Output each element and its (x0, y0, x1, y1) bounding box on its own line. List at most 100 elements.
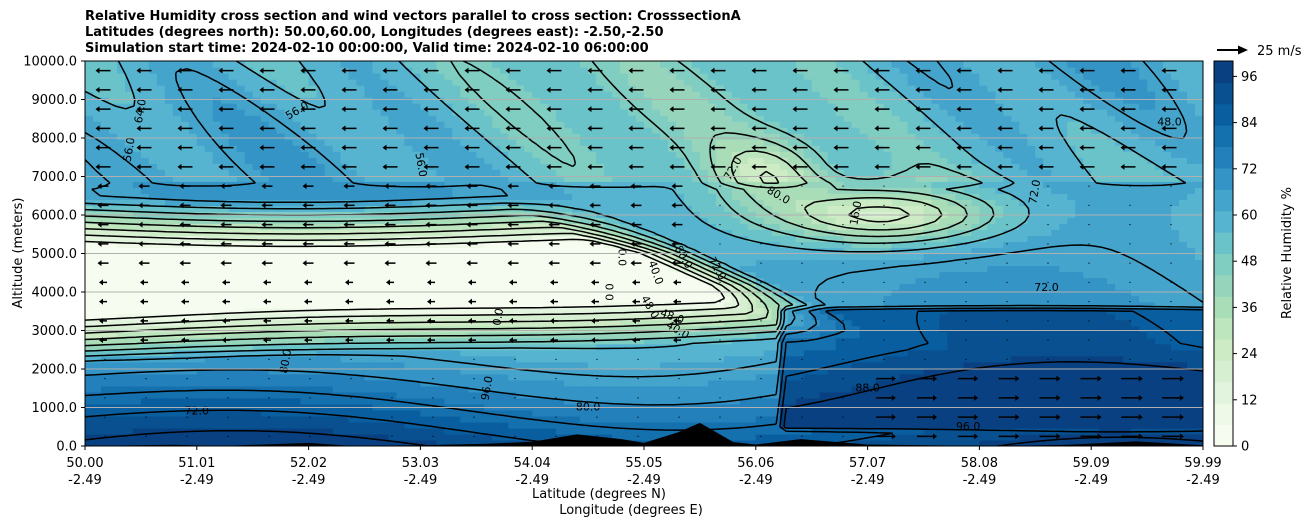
wind-vector-head (222, 279, 226, 286)
colorbar-swatch (1214, 317, 1233, 340)
wind-vector (1211, 186, 1212, 187)
wind-vector-head (505, 125, 510, 132)
wind-vector (350, 416, 352, 418)
wind-vector-head (587, 163, 592, 170)
wind-vector (719, 301, 721, 303)
wind-vector-head (468, 298, 472, 305)
x-axis-label-2: Longitude (degrees E) (559, 503, 703, 518)
wind-vector-head (874, 125, 879, 132)
wind-vector (391, 416, 393, 418)
x-tick-label-lon: -2.49 (292, 473, 326, 488)
contour-56 (85, 61, 1187, 357)
wind-vector-head (179, 221, 184, 228)
colorbar-swatch (1214, 125, 1233, 148)
wind-vector-head (587, 144, 592, 151)
wind-vector-head (891, 433, 896, 440)
wind-vector-head (630, 183, 635, 190)
y-tick-label: 10000.0 (23, 55, 77, 70)
wind-vector-head (548, 221, 553, 228)
wind-vector-head (1179, 414, 1184, 421)
wind-vector (596, 358, 598, 360)
wind-vector (350, 397, 352, 399)
wind-vector (760, 378, 762, 380)
wind-vector-head (466, 240, 471, 247)
wind-vector-head (138, 183, 143, 190)
wind-vector (1211, 243, 1212, 244)
wind-vector-head (505, 67, 510, 74)
wind-vector-head (891, 375, 896, 382)
wind-vector-head (915, 67, 920, 74)
wind-vector (1047, 204, 1049, 206)
wind-vector-head (384, 202, 389, 209)
wind-vector-head (181, 317, 185, 324)
wind-vector-head (1161, 67, 1166, 74)
wind-vector-head (550, 279, 554, 286)
wind-vector-head (669, 106, 674, 113)
wind-vector-head (341, 106, 346, 113)
wind-vector-head (386, 298, 390, 305)
x-tick-label-lon: -2.49 (739, 473, 773, 488)
wind-vector-head (99, 298, 103, 305)
wind-vector-head (300, 163, 305, 170)
wind-vector-head (468, 279, 472, 286)
wind-vector-head (1056, 414, 1061, 421)
wind-vector-head (382, 106, 387, 113)
wind-vector-head (1120, 163, 1125, 170)
wind-vector-head (218, 163, 223, 170)
wind-vector-head (302, 221, 307, 228)
wind-vector-head (751, 163, 756, 170)
colorbar-swatch (1214, 82, 1233, 105)
wind-vector-head (710, 144, 715, 151)
wind-vector-head (933, 394, 938, 401)
wind-vector (924, 339, 926, 341)
wind-vector (883, 320, 885, 322)
wind-vector-head (423, 67, 428, 74)
wind-vector (1170, 224, 1172, 226)
wind-vector (883, 204, 885, 206)
wind-vector-head (669, 163, 674, 170)
wind-vector (965, 301, 967, 303)
wind-vector-head (956, 144, 961, 151)
wind-vector (801, 435, 803, 437)
wind-vector-head (1079, 125, 1084, 132)
wind-vector (965, 224, 967, 226)
wind-vector (268, 397, 270, 399)
wind-vector-head (591, 279, 595, 286)
x-tick-label-lat: 57.07 (849, 456, 886, 471)
wind-vector-head (423, 163, 428, 170)
wind-vector-head (302, 240, 307, 247)
wind-vector-head (341, 163, 346, 170)
wind-vector (842, 243, 844, 245)
contour-72 (85, 304, 1203, 406)
wind-vector (1006, 204, 1008, 206)
wind-vector-head (1179, 394, 1184, 401)
wind-vector-head (628, 163, 633, 170)
wind-vector (760, 262, 762, 264)
colorbar-swatch (1214, 253, 1233, 276)
wind-vector (965, 262, 967, 264)
wind-vector (1047, 339, 1049, 341)
colorbar-tick-label: 60 (1241, 209, 1258, 224)
colorbar-swatch (1214, 339, 1233, 361)
wind-vector-head (220, 240, 225, 247)
wind-vector-head (179, 202, 184, 209)
wind-vector (801, 301, 803, 303)
wind-vector-head (1161, 125, 1166, 132)
wind-vector-head (140, 317, 144, 324)
wind-vector-head (1079, 67, 1084, 74)
wind-vector-head (1038, 144, 1043, 151)
wind-vector-head (974, 394, 979, 401)
wind-vector (145, 435, 147, 437)
wind-vector-head (997, 125, 1002, 132)
wind-vector (350, 358, 352, 360)
wind-vector-head (751, 67, 756, 74)
wind-vector-head (974, 433, 979, 440)
colorbar: 0 12 24 36 48 60 72 84 96 (1213, 60, 1258, 455)
wind-vector-head (345, 279, 349, 286)
wind-vector-head (1015, 414, 1020, 421)
wind-vector-head (587, 106, 592, 113)
wind-vector (883, 185, 885, 187)
wind-vector-head (343, 202, 348, 209)
wind-vector (801, 320, 803, 322)
wind-vector-head (136, 163, 141, 170)
